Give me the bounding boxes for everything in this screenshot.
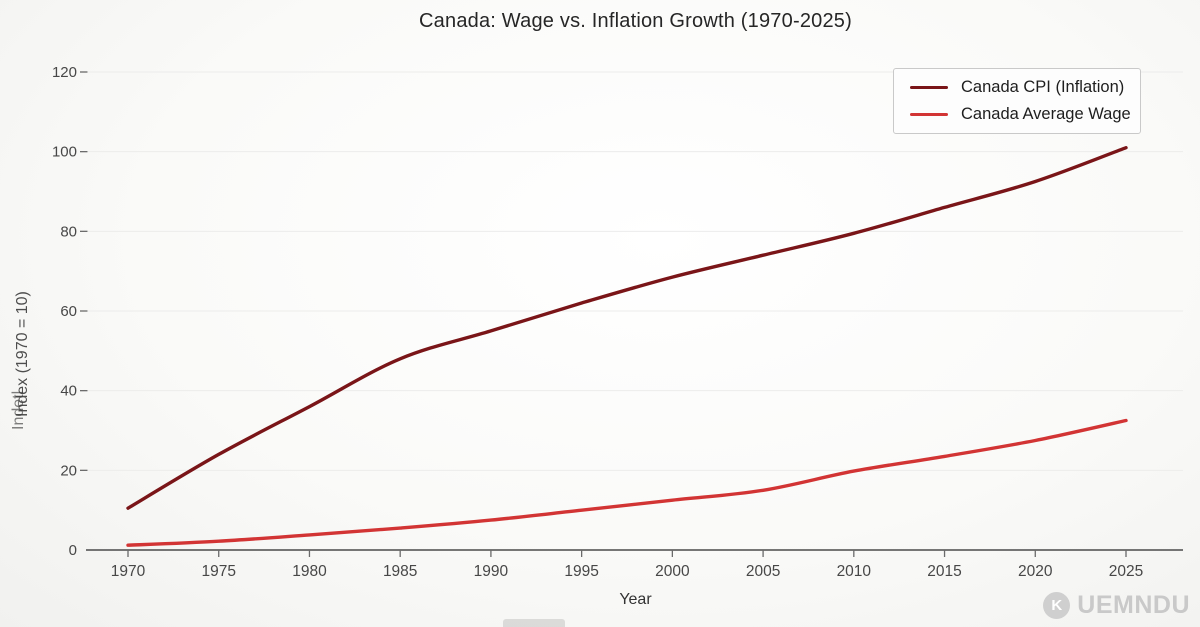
watermark-k-icon: K <box>1043 592 1071 619</box>
x-axis-label: Year <box>619 591 652 608</box>
x-tick-label-2020: 2020 <box>1018 563 1053 580</box>
y-tick-label-60: 60 <box>60 303 77 320</box>
chart-title: Canada: Wage vs. Inflation Growth (1970-… <box>419 10 852 32</box>
x-tick-label-2010: 2010 <box>837 563 872 580</box>
legend-swatch-cpi <box>910 85 948 90</box>
series-line-canada-cpi-inflation <box>126 146 1128 510</box>
x-tick-label-1970: 1970 <box>111 563 146 580</box>
y-tick-label-20: 20 <box>60 462 77 479</box>
x-tick-label-1985: 1985 <box>383 563 417 580</box>
y-tick-label-40: 40 <box>60 383 77 400</box>
y-tick-label-100: 100 <box>52 144 77 161</box>
legend-label-wage: Canada Average Wage <box>961 105 1131 123</box>
x-tick-label-1995: 1995 <box>564 563 598 580</box>
x-tick-label-1975: 1975 <box>201 563 235 580</box>
series-line-canada-average-wage <box>126 418 1128 547</box>
y-tick-label-0: 0 <box>69 542 77 559</box>
y-axis-label-ghost-artifact: Indetl <box>10 390 27 430</box>
x-tick-label-2005: 2005 <box>746 563 780 580</box>
legend-swatch-wage <box>910 112 948 117</box>
legend: Canada CPI (Inflation) Canada Average Wa… <box>893 68 1141 134</box>
x-tick-label-1990: 1990 <box>474 563 509 580</box>
legend-label-cpi: Canada CPI (Inflation) <box>961 78 1125 96</box>
x-tick-label-2025: 2025 <box>1109 563 1143 580</box>
y-tick-label-120: 120 <box>52 64 77 81</box>
legend-item-cpi: Canada CPI (Inflation) <box>910 78 1126 97</box>
bottom-edge-artifact <box>503 619 565 627</box>
y-tick-label-80: 80 <box>60 223 77 240</box>
x-tick-label-1980: 1980 <box>292 563 327 580</box>
legend-item-wage: Canada Average Wage <box>910 105 1131 124</box>
x-tick-label-2015: 2015 <box>927 563 961 580</box>
x-tick-label-2000: 2000 <box>655 563 690 580</box>
watermark: K UEMNDU <box>1043 591 1190 620</box>
watermark-text: UEMNDU <box>1077 591 1190 619</box>
